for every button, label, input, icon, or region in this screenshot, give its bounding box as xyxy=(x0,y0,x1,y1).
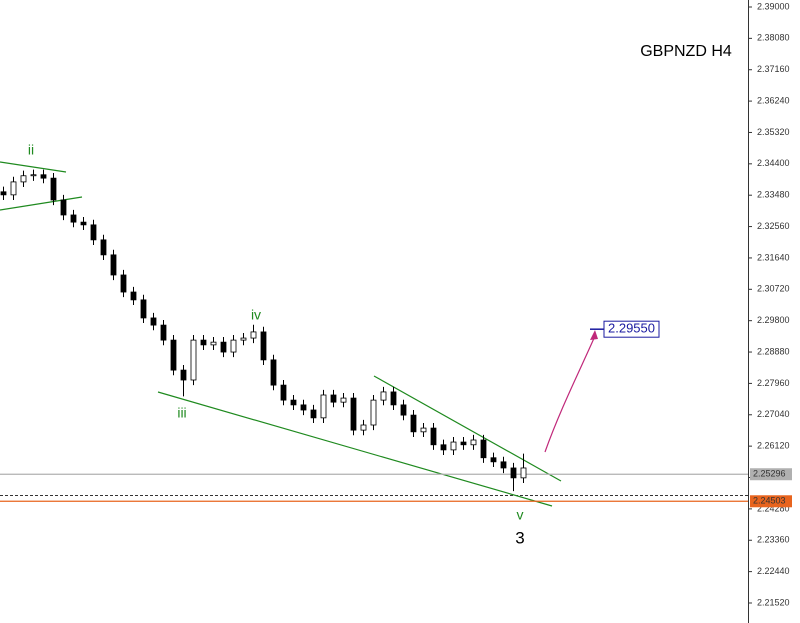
candle-body xyxy=(440,444,447,451)
y-tick-label: 2.39000 xyxy=(757,1,790,11)
candle-body xyxy=(430,427,437,446)
candle-body xyxy=(520,467,527,479)
candle-body xyxy=(200,339,207,346)
trend-line xyxy=(373,375,562,482)
candle-body xyxy=(110,254,117,276)
candle-body xyxy=(70,214,77,223)
trend-lines xyxy=(0,161,562,507)
candle-body xyxy=(190,339,197,381)
y-tick-label: 2.31640 xyxy=(757,252,790,262)
trend-line xyxy=(157,391,553,507)
arrow-head xyxy=(590,330,598,340)
candle-body xyxy=(490,457,497,463)
candle-body xyxy=(390,391,397,406)
candle-body xyxy=(230,339,237,353)
projection-arrow xyxy=(544,335,596,453)
y-tick-label: 2.33480 xyxy=(757,190,790,200)
y-tick-label: 2.21520 xyxy=(757,597,790,607)
candle-body xyxy=(480,439,487,459)
degree-label: 3 xyxy=(515,528,524,547)
price-label: 2.25296 xyxy=(753,469,786,479)
wave-label: v xyxy=(517,507,524,523)
trend-line xyxy=(0,161,67,173)
candle-body xyxy=(0,191,7,196)
y-tick-label: 2.28880 xyxy=(757,346,790,356)
candle-body xyxy=(410,414,417,433)
wave-label: ii xyxy=(28,142,34,158)
candle-body xyxy=(50,177,57,201)
trend-line xyxy=(0,196,83,211)
candle-body xyxy=(120,274,127,293)
y-tick-label: 2.34400 xyxy=(757,158,790,168)
candle-body xyxy=(500,461,507,469)
y-tick-label: 2.37160 xyxy=(757,64,790,74)
candle-body xyxy=(380,391,387,401)
y-tick-label: 2.30720 xyxy=(757,284,790,294)
candle-body xyxy=(300,404,307,411)
candle-body xyxy=(340,397,347,403)
y-tick-label: 2.26120 xyxy=(757,441,790,451)
y-tick-label: 2.24280 xyxy=(757,503,790,513)
y-tick-label: 2.22440 xyxy=(757,566,790,576)
candle-body xyxy=(130,291,137,301)
target-box xyxy=(603,320,660,338)
candle-body xyxy=(510,467,517,479)
y-tick-label: 2.23360 xyxy=(757,535,790,545)
candle-body xyxy=(250,331,257,339)
candle-body xyxy=(160,324,167,341)
y-tick-label: 2.35320 xyxy=(757,127,790,137)
target-label: 2.29550 xyxy=(608,321,655,336)
candle-body xyxy=(60,199,67,216)
candle-body xyxy=(210,341,217,346)
candle-body xyxy=(10,181,17,196)
candle-body xyxy=(30,174,37,177)
y-tick-label: 2.27960 xyxy=(757,378,790,388)
y-tick-label: 2.38080 xyxy=(757,33,790,43)
candle-body xyxy=(150,317,157,326)
candle-body xyxy=(270,359,277,386)
wave-label: iv xyxy=(251,307,261,323)
candle-body xyxy=(220,341,227,353)
candle-body xyxy=(330,394,337,403)
candle-body xyxy=(240,337,247,341)
candle-body xyxy=(20,175,27,183)
price-label-box xyxy=(750,495,792,508)
candle-body xyxy=(170,339,177,371)
candle-body xyxy=(280,384,287,401)
candle-body xyxy=(310,409,317,419)
candle-body xyxy=(180,369,187,381)
y-tick-label: 2.32560 xyxy=(757,221,790,231)
candle-body xyxy=(100,239,107,256)
candle-body xyxy=(460,441,467,446)
candle-body xyxy=(40,174,47,179)
candle-body xyxy=(90,224,97,241)
candle-body xyxy=(260,331,267,361)
candle-body xyxy=(320,394,327,419)
price-label: 2.24503 xyxy=(753,496,786,506)
y-tick-label: 2.27040 xyxy=(757,409,790,419)
candle-body xyxy=(140,299,147,319)
candle-body xyxy=(450,441,457,451)
candle-body xyxy=(350,397,357,431)
candle-body xyxy=(360,424,367,431)
candle-body xyxy=(290,399,297,406)
candle-body xyxy=(80,221,87,226)
candle-body xyxy=(470,439,477,446)
chart-title: GBPNZD H4 xyxy=(640,43,732,60)
price-label-box xyxy=(750,468,792,481)
y-tick-label: 2.29800 xyxy=(757,315,790,325)
y-tick-label: 2.36240 xyxy=(757,95,790,105)
candle-body xyxy=(400,404,407,416)
wave-label: iii xyxy=(177,405,186,421)
candle-body xyxy=(420,427,427,433)
candle-body xyxy=(370,399,377,426)
